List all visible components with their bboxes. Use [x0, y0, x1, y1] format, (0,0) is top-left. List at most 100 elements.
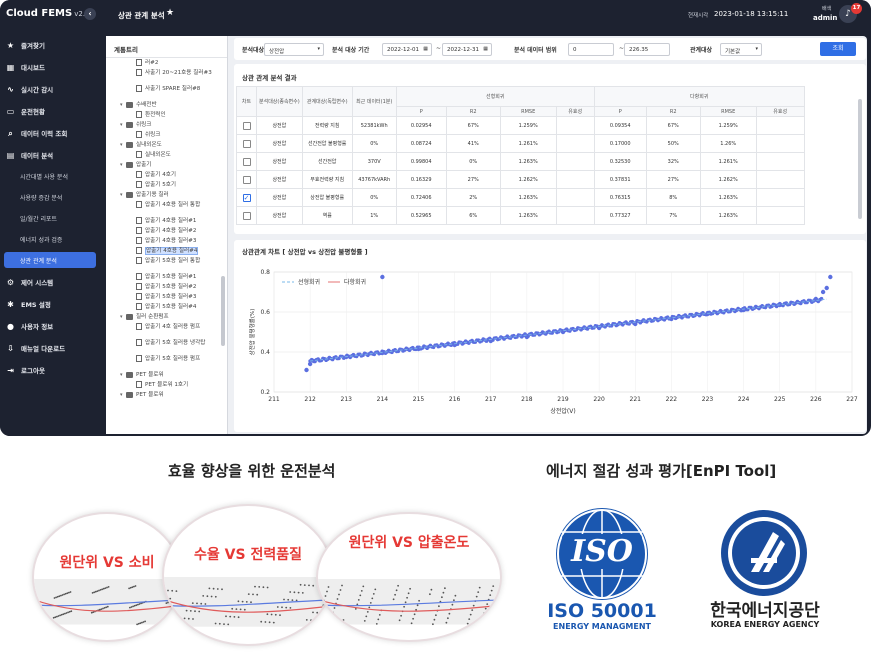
- mini-point: [266, 586, 269, 589]
- caret-down-icon[interactable]: ▾: [120, 162, 123, 168]
- sidebar-item[interactable]: ∿ 실시간 감시: [0, 78, 100, 100]
- row-checkbox-cell[interactable]: [236, 116, 257, 135]
- caret-down-icon[interactable]: ▾: [120, 192, 123, 198]
- sidebar-item[interactable]: ⇥ 로그아웃: [0, 359, 100, 381]
- tree-node[interactable]: PET 블로워 1호기: [106, 381, 218, 391]
- sidebar-subitem[interactable]: 일/월간 리포트: [20, 216, 58, 223]
- tree-node[interactable]: 환전력인: [106, 111, 218, 121]
- sidebar-item[interactable]: ▦ 대시보드: [0, 56, 100, 78]
- caret-down-icon[interactable]: ▾: [120, 142, 123, 148]
- mini-point: [412, 617, 414, 620]
- checkbox[interactable]: [242, 175, 251, 184]
- tree-node[interactable]: 압출기 4호용 칠러#4: [106, 247, 218, 257]
- sidebar-item[interactable]: ● 사용자 정보: [0, 315, 100, 337]
- sidebar-subitem[interactable]: 에너지 성과 검증: [20, 237, 63, 244]
- date-from-input[interactable]: 2022-12-01 ▦: [382, 43, 432, 56]
- tree-node[interactable]: 압출기 5호 칠러용 펌프: [106, 355, 218, 371]
- date-to-input[interactable]: 2022-12-31 ▦: [442, 43, 492, 56]
- result-scrollbar[interactable]: [858, 99, 862, 219]
- sidebar-item[interactable]: ⇩ 매뉴얼 다운로드: [0, 337, 100, 359]
- sidebar-item[interactable]: ⚙ 제어 시스템: [0, 271, 100, 293]
- tree-node[interactable]: 압출기 4호기: [106, 171, 218, 181]
- sidebar-toggle-icon[interactable]: ‹: [84, 8, 96, 20]
- tree-node[interactable]: 러#2: [106, 59, 218, 69]
- tree-node[interactable]: ▾ 압출기: [106, 161, 218, 171]
- tree-node[interactable]: 압출기 5호용 칠러#3: [106, 293, 218, 303]
- range-to-input[interactable]: 226.35: [624, 43, 670, 56]
- tree-node[interactable]: 압출기 4호용 칠러#1: [106, 217, 218, 227]
- mini-point: [165, 597, 167, 600]
- row-checkbox-cell[interactable]: [236, 134, 257, 153]
- tree-node[interactable]: 압출기 5호기: [106, 181, 218, 191]
- row-checkbox-cell[interactable]: [236, 206, 257, 225]
- tree-node[interactable]: 압출기 5호용 칠러#2: [106, 283, 218, 293]
- checkbox[interactable]: [242, 211, 251, 220]
- tree-node[interactable]: 압출기 4호용 칠러#3: [106, 237, 218, 247]
- tree-node[interactable]: 압출기 4호용 칠러 통합: [106, 201, 218, 217]
- tree-node[interactable]: ▾ PET 블로워: [106, 371, 218, 381]
- tree-node[interactable]: 사출기 20~21호용 칠러#3: [106, 69, 218, 85]
- table-row[interactable]: 상전압 무효전력량 지침 43767kVARh 0.16329 27% 1.262% 0.3…: [236, 170, 805, 189]
- checkbox[interactable]: [242, 139, 251, 148]
- sidebar-subitem[interactable]: 상관 관계 분석: [4, 252, 96, 268]
- table-row[interactable]: 상전압 선간전압 370V 0.99804 0% 1.263% 0.32530 32% 1.26…: [236, 152, 805, 171]
- mini-point: [336, 598, 339, 600]
- mini-plot-1: [34, 579, 180, 626]
- tree-node-label: 압출기 5호용 칠러 통합: [145, 258, 201, 264]
- user-name[interactable]: admin: [813, 14, 838, 22]
- sidebar-item[interactable]: ✱ EMS 설정: [0, 293, 100, 315]
- sidebar-item-label: 데이터 이력 조회: [21, 130, 68, 138]
- sidebar-item[interactable]: ▭ 운전현황: [0, 100, 100, 122]
- mini-point: [392, 598, 395, 601]
- checkbox[interactable]: ✓: [242, 193, 251, 202]
- checkbox[interactable]: [242, 121, 251, 130]
- tree-node[interactable]: 압출기 5호용 칠러#1: [106, 273, 218, 283]
- caret-down-icon[interactable]: ▾: [120, 122, 123, 128]
- tree-node[interactable]: ▾ 압출기용 칠러: [106, 191, 218, 201]
- tree-node[interactable]: 압출기 5호 칠러용 냉각탑: [106, 339, 218, 355]
- tree-node[interactable]: ▾ 실내외온도: [106, 141, 218, 151]
- favorite-star-icon[interactable]: ★: [166, 8, 175, 18]
- tree-node[interactable]: ▾ PET 블로워: [106, 391, 218, 401]
- tree-node[interactable]: 압출기 4호 칠러용 펌프: [106, 323, 218, 339]
- mini-point: [132, 605, 134, 608]
- table-row[interactable]: ✓ 상전압 상전압 불평형률 0% 0.72406 2% 1.263% 0.76315 8% 1.…: [236, 188, 805, 207]
- tree-node[interactable]: 압출기 5호용 칠러#4: [106, 303, 218, 313]
- caret-down-icon[interactable]: ▾: [120, 392, 123, 398]
- tree-node[interactable]: 실내외온도: [106, 151, 218, 161]
- tree-scrollbar[interactable]: [221, 276, 225, 346]
- target-select[interactable]: 상전압 ▾: [264, 43, 324, 56]
- row-checkbox-cell[interactable]: [236, 170, 257, 189]
- table-row[interactable]: 상전압 전력량 지침 52381kWh 0.02954 67% 1.259% 0.09354…: [236, 116, 805, 135]
- range-from-input[interactable]: 0: [568, 43, 614, 56]
- table-cell: 1.262%: [499, 170, 557, 189]
- checkbox[interactable]: [242, 157, 251, 166]
- sidebar-item[interactable]: ★ 즐겨찾기: [0, 34, 100, 56]
- caret-down-icon[interactable]: ▾: [120, 372, 123, 378]
- sidebar-subitem[interactable]: 사용량 증감 분석: [20, 195, 63, 202]
- tree-node[interactable]: ▾ 수배전반: [106, 101, 218, 111]
- search-button[interactable]: 조회: [820, 42, 856, 56]
- tree-node[interactable]: ▾ 칠러 순환펌프: [106, 313, 218, 323]
- tree-node[interactable]: 압출기 4호용 칠러#2: [106, 227, 218, 237]
- mini-point: [356, 603, 359, 606]
- tree-node[interactable]: 사출기 SPARE 칠러#8: [106, 85, 218, 101]
- tree-node[interactable]: 압출기 5호용 칠러 통합: [106, 257, 218, 273]
- table-row[interactable]: 상전압 선간전압 불평형률 0% 0.08724 41% 1.261% 0.17000 50%…: [236, 134, 805, 153]
- legend-linear-label: 선형회귀: [298, 278, 320, 286]
- mini-point: [303, 584, 306, 586]
- row-checkbox-cell[interactable]: ✓: [236, 188, 257, 207]
- table-cell: [555, 188, 595, 207]
- row-checkbox-cell[interactable]: [236, 152, 257, 171]
- mini-point: [369, 602, 372, 604]
- sidebar-item[interactable]: ▤ 데이터 분석: [0, 144, 100, 166]
- tree-node[interactable]: 쉬링크: [106, 131, 218, 141]
- tree-node[interactable]: ▾ 쉬링크: [106, 121, 218, 131]
- sidebar-item[interactable]: ⌕ 데이터 이력 조회: [0, 122, 100, 144]
- relation-select[interactable]: 기본값 ▾: [720, 43, 762, 56]
- mini-point: [106, 605, 109, 608]
- sidebar-subitem[interactable]: 시간대별 사용 분석: [20, 174, 68, 181]
- table-row[interactable]: 상전압 역률 1% 0.52965 6% 1.263% 0.77327 7% 1.263%: [236, 206, 805, 225]
- caret-down-icon[interactable]: ▾: [120, 314, 123, 320]
- caret-down-icon[interactable]: ▾: [120, 102, 123, 108]
